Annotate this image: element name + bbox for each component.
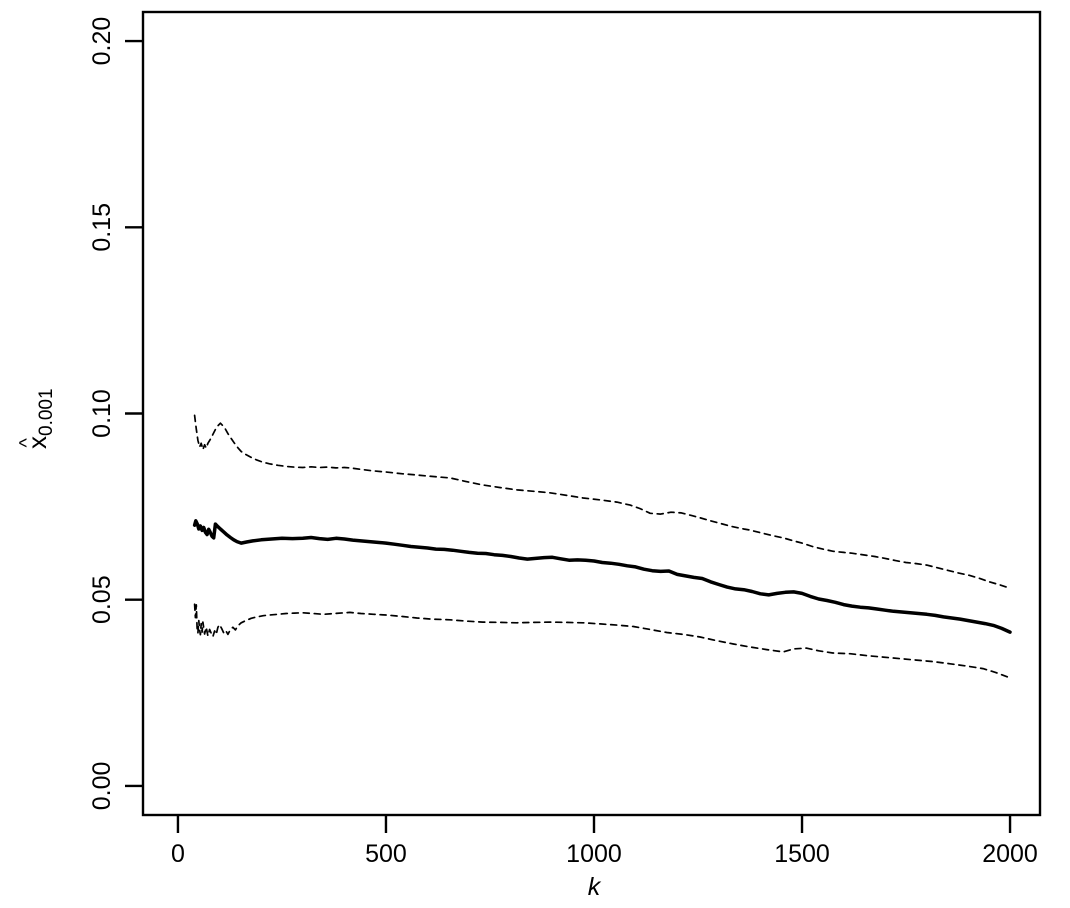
- y-axis-title: ^x0.001: [16, 388, 57, 449]
- plot-border: [141, 10, 1042, 817]
- y-axis-tick-label-group: 0.15: [88, 203, 116, 252]
- x-axis-tick-label: 1000: [566, 840, 622, 868]
- y-axis-tick-label: 0.10: [88, 389, 116, 438]
- y-axis-tick-label: 0.05: [88, 575, 116, 624]
- x-axis-tick-label: 2000: [982, 840, 1038, 868]
- y-axis-title-hat: ^: [16, 438, 38, 448]
- y-axis-tick-label-group: 0.00: [88, 762, 116, 811]
- x-axis-title: k: [588, 873, 602, 901]
- x-axis-tick-label: 500: [365, 840, 407, 868]
- y-axis-tick-label: 0.00: [88, 762, 116, 811]
- y-axis-tick-label-group: 0.20: [88, 17, 116, 66]
- y-axis-tick-label-group: 0.05: [88, 575, 116, 624]
- x-axis-tick-label: 1500: [774, 840, 830, 868]
- upper-confidence-band: [193, 414, 1011, 590]
- quantile-estimate: [192, 519, 1012, 634]
- y-axis-tick-label: 0.15: [88, 203, 116, 252]
- lower-confidence-band: [193, 603, 1011, 679]
- y-axis-tick-label-group: 0.10: [88, 389, 116, 438]
- x-axis-tick-label: 0: [171, 840, 185, 868]
- y-axis-tick-label: 0.20: [88, 17, 116, 66]
- y-axis-title-text: x0.001: [22, 388, 57, 449]
